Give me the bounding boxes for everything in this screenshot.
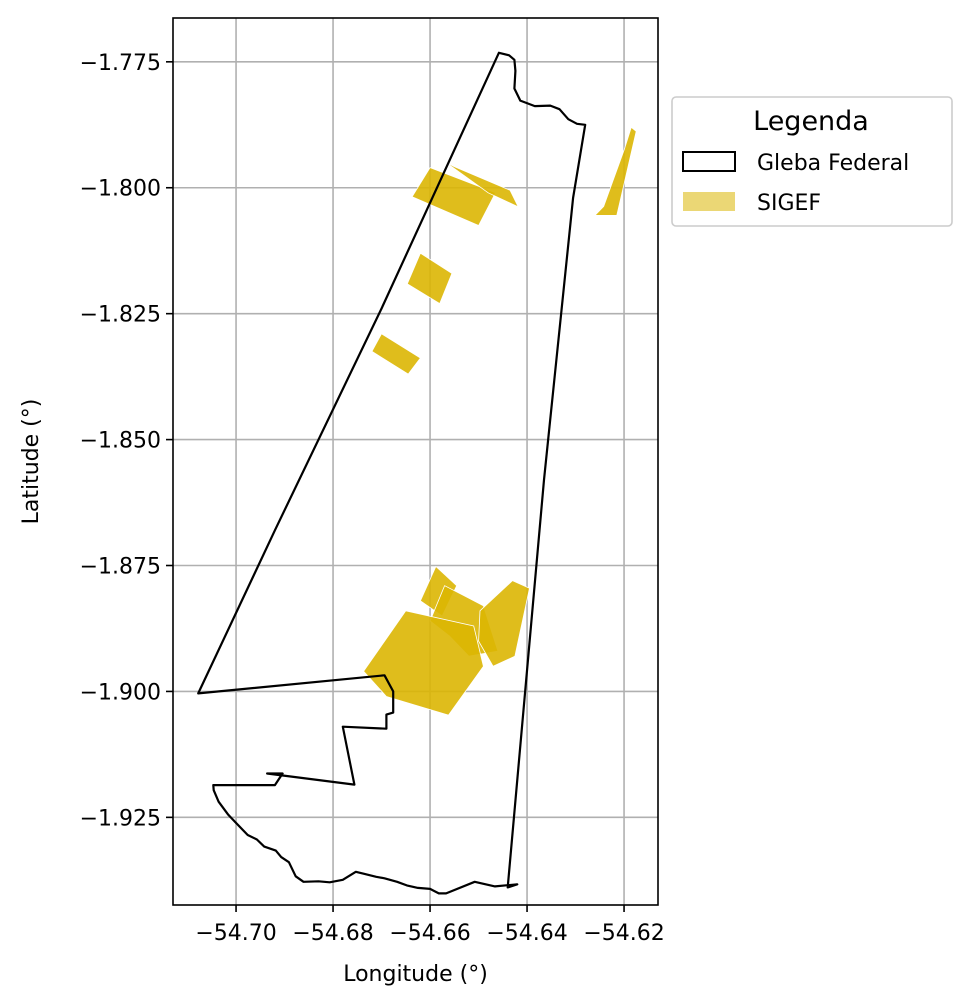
- x-tick-label: −54.66: [389, 921, 470, 946]
- y-tick-label: −1.925: [80, 806, 161, 831]
- y-tick-label: −1.800: [80, 177, 161, 202]
- y-tick-label: −1.775: [80, 51, 161, 76]
- x-tick-label: −54.64: [486, 921, 567, 946]
- legend-swatch-sigef: [683, 192, 735, 211]
- x-tick-label: −54.70: [195, 921, 276, 946]
- y-axis-label: Latitude (°): [19, 399, 44, 525]
- y-tick-label: −1.900: [80, 680, 161, 705]
- legend-swatch-gleba-federal: [682, 151, 736, 172]
- sigef-parcel: [478, 580, 530, 667]
- gleba-federal-boundary: [197, 51, 587, 895]
- sigef-parcel: [406, 252, 453, 305]
- sigef-parcel: [594, 126, 637, 216]
- x-tick-label: −54.68: [292, 921, 373, 946]
- y-tick-label: −1.850: [80, 429, 161, 454]
- sigef-parcel: [363, 610, 484, 716]
- sigef-parcel: [444, 161, 520, 208]
- legend: Legenda Gleba Federal SIGEF: [671, 96, 953, 227]
- x-tick-label: −54.62: [583, 921, 664, 946]
- x-axis-label: Longitude (°): [343, 962, 488, 987]
- sigef-parcel: [371, 333, 421, 375]
- legend-label-sigef: SIGEF: [757, 191, 821, 216]
- map-layers: [197, 51, 637, 895]
- y-tick-label: −1.875: [80, 555, 161, 580]
- plot-area-frame: [172, 17, 659, 906]
- legend-label-gleba-federal: Gleba Federal: [757, 151, 909, 176]
- legend-frame: [671, 96, 953, 227]
- axis-ticks: −54.70 −54.68 −54.66 −54.64 −54.62 −1.775 −1.8…: [80, 51, 665, 946]
- y-tick-label: −1.825: [80, 303, 161, 328]
- legend-title: Legenda: [753, 106, 869, 137]
